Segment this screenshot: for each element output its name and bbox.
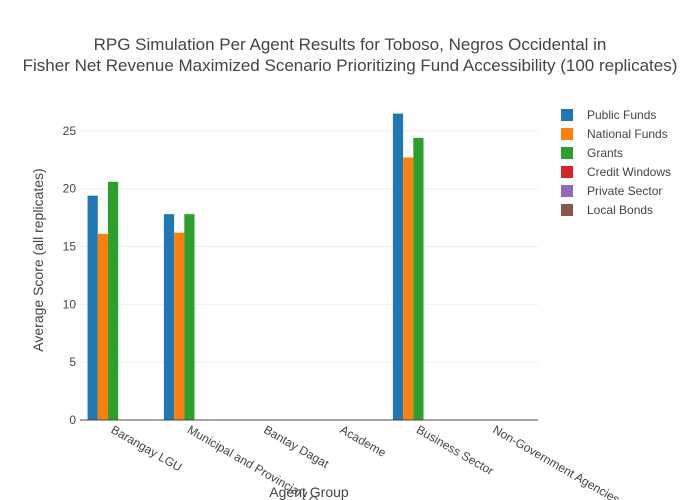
bar[interactable] (392, 113, 404, 421)
legend-item[interactable]: Private Sector (561, 184, 662, 198)
legend-label: Public Funds (587, 108, 656, 122)
legend-swatch (561, 128, 573, 140)
chart-title-line-2: Fisher Net Revenue Maximized Scenario Pr… (23, 56, 678, 75)
y-tick-label: 0 (69, 413, 76, 427)
bar[interactable] (184, 214, 195, 420)
legend-item[interactable]: Local Bonds (561, 203, 653, 217)
x-tick-label: Bantay Dagat (261, 422, 332, 471)
y-tick-labels: 0 5 10 15 20 25 (63, 124, 77, 427)
chart-title: RPG Simulation Per Agent Results for Tob… (23, 35, 678, 75)
bar[interactable] (97, 233, 108, 420)
bar[interactable] (413, 137, 424, 420)
legend[interactable]: Public Funds National Funds Grants Credit W… (561, 108, 671, 217)
y-tick-label: 20 (63, 182, 77, 196)
y-axis-title: Average Score (all replicates) (30, 168, 46, 351)
legend-label: Local Bonds (587, 203, 653, 217)
legend-item[interactable]: Public Funds (561, 108, 656, 122)
x-axis-title: Agent Group (269, 484, 349, 500)
legend-item[interactable]: Grants (561, 146, 623, 160)
y-tick-label: 10 (63, 297, 77, 311)
legend-swatch (561, 185, 573, 197)
legend-item[interactable]: Credit Windows (561, 165, 671, 179)
legend-item[interactable]: National Funds (561, 127, 668, 141)
bar[interactable] (174, 232, 185, 420)
x-tick-label: Academe (338, 422, 389, 460)
legend-label: National Funds (587, 127, 668, 141)
gridlines (80, 130, 538, 363)
legend-swatch (561, 109, 573, 121)
bar[interactable] (163, 214, 175, 420)
bars (87, 113, 424, 421)
legend-label: Credit Windows (587, 165, 671, 179)
x-tick-labels: Barangay LGU Municipal and Provincial LGU… (109, 422, 622, 500)
bar[interactable] (87, 195, 98, 420)
x-tick-label: Non-Government Agencies (490, 422, 622, 500)
x-tick-label: Barangay LGU (109, 422, 185, 474)
legend-swatch (561, 166, 573, 178)
y-tick-label: 15 (63, 240, 77, 254)
legend-label: Grants (587, 146, 623, 160)
chart-title-line-1: RPG Simulation Per Agent Results for Tob… (94, 35, 607, 54)
y-tick-label: 25 (63, 124, 77, 138)
bar[interactable] (107, 181, 119, 420)
x-tick-label: Business Sector (414, 422, 496, 477)
bar[interactable] (403, 157, 414, 421)
legend-swatch (561, 204, 573, 216)
y-tick-label: 5 (69, 355, 76, 369)
legend-label: Private Sector (587, 184, 662, 198)
legend-swatch (561, 147, 573, 159)
